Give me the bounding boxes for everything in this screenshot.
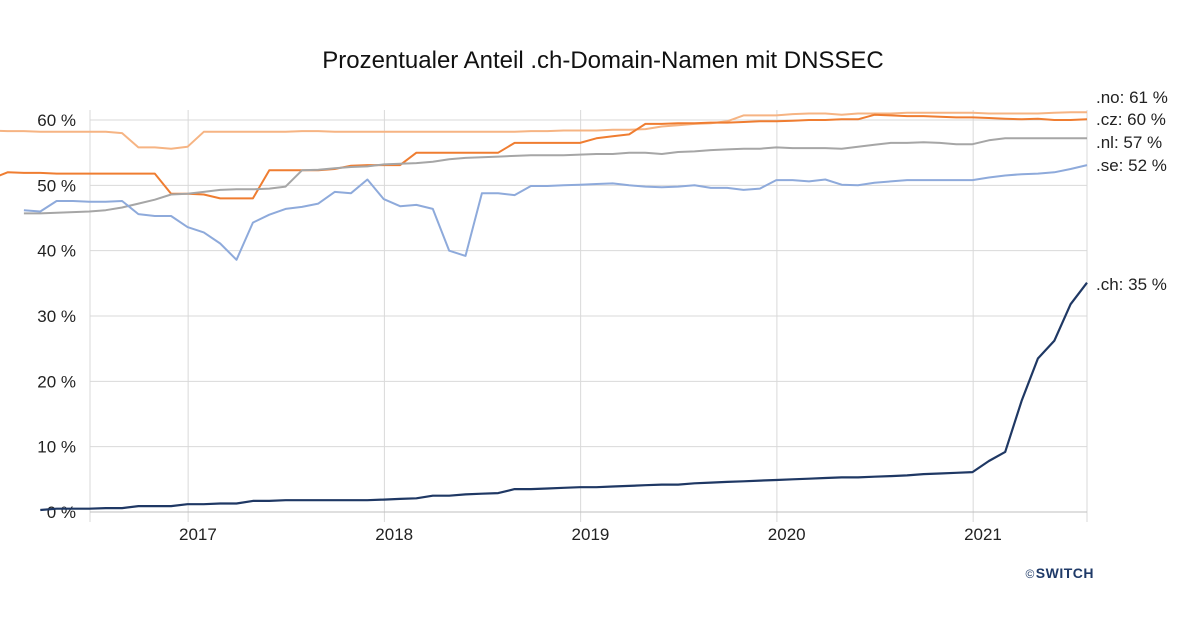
y-tick-label: 20 % [37, 372, 76, 391]
x-tick-label: 2020 [768, 525, 806, 544]
y-tick-label: 60 % [37, 111, 76, 130]
y-tick-label: 10 % [37, 438, 76, 457]
axis-layer: 0 % 10 % 20 % 30 % 40 % 50 % 60 % 2017 2018 2019 2… [37, 111, 1087, 544]
end-label-cz: .cz: 60 % [1096, 110, 1166, 129]
end-label-se: .se: 52 % [1096, 156, 1167, 175]
series-line-no [0, 111, 1087, 150]
brand-name: SWITCH [1035, 565, 1094, 581]
series-line-se [23, 164, 1088, 261]
y-tick-label: 50 % [37, 176, 76, 195]
y-tick-label: 0 % [47, 503, 76, 522]
switch-logo: ©SWITCH [1025, 565, 1094, 581]
y-tick-label: 30 % [37, 307, 76, 326]
x-tick-label: 2019 [572, 525, 610, 544]
end-label-nl: .nl: 57 % [1096, 133, 1162, 152]
grid-layer [89, 110, 1088, 522]
x-tick-label: 2018 [375, 525, 413, 544]
series-layer [0, 111, 1088, 512]
end-label-ch: .ch: 35 % [1096, 275, 1167, 294]
copyright-sign: © [1025, 567, 1035, 581]
series-line-nl [23, 137, 1087, 215]
series-line-ch [40, 282, 1088, 512]
x-tick-label: 2021 [964, 525, 1002, 544]
y-tick-label: 40 % [37, 242, 76, 261]
x-tick-label: 2017 [179, 525, 217, 544]
label-layer: .no: 61 % .cz: 60 % .nl: 57 % .se: 52 % .ch:… [1096, 88, 1168, 294]
chart-title: Prozentualer Anteil .ch-Domain-Namen mit… [322, 47, 884, 74]
end-label-no: .no: 61 % [1096, 88, 1168, 107]
